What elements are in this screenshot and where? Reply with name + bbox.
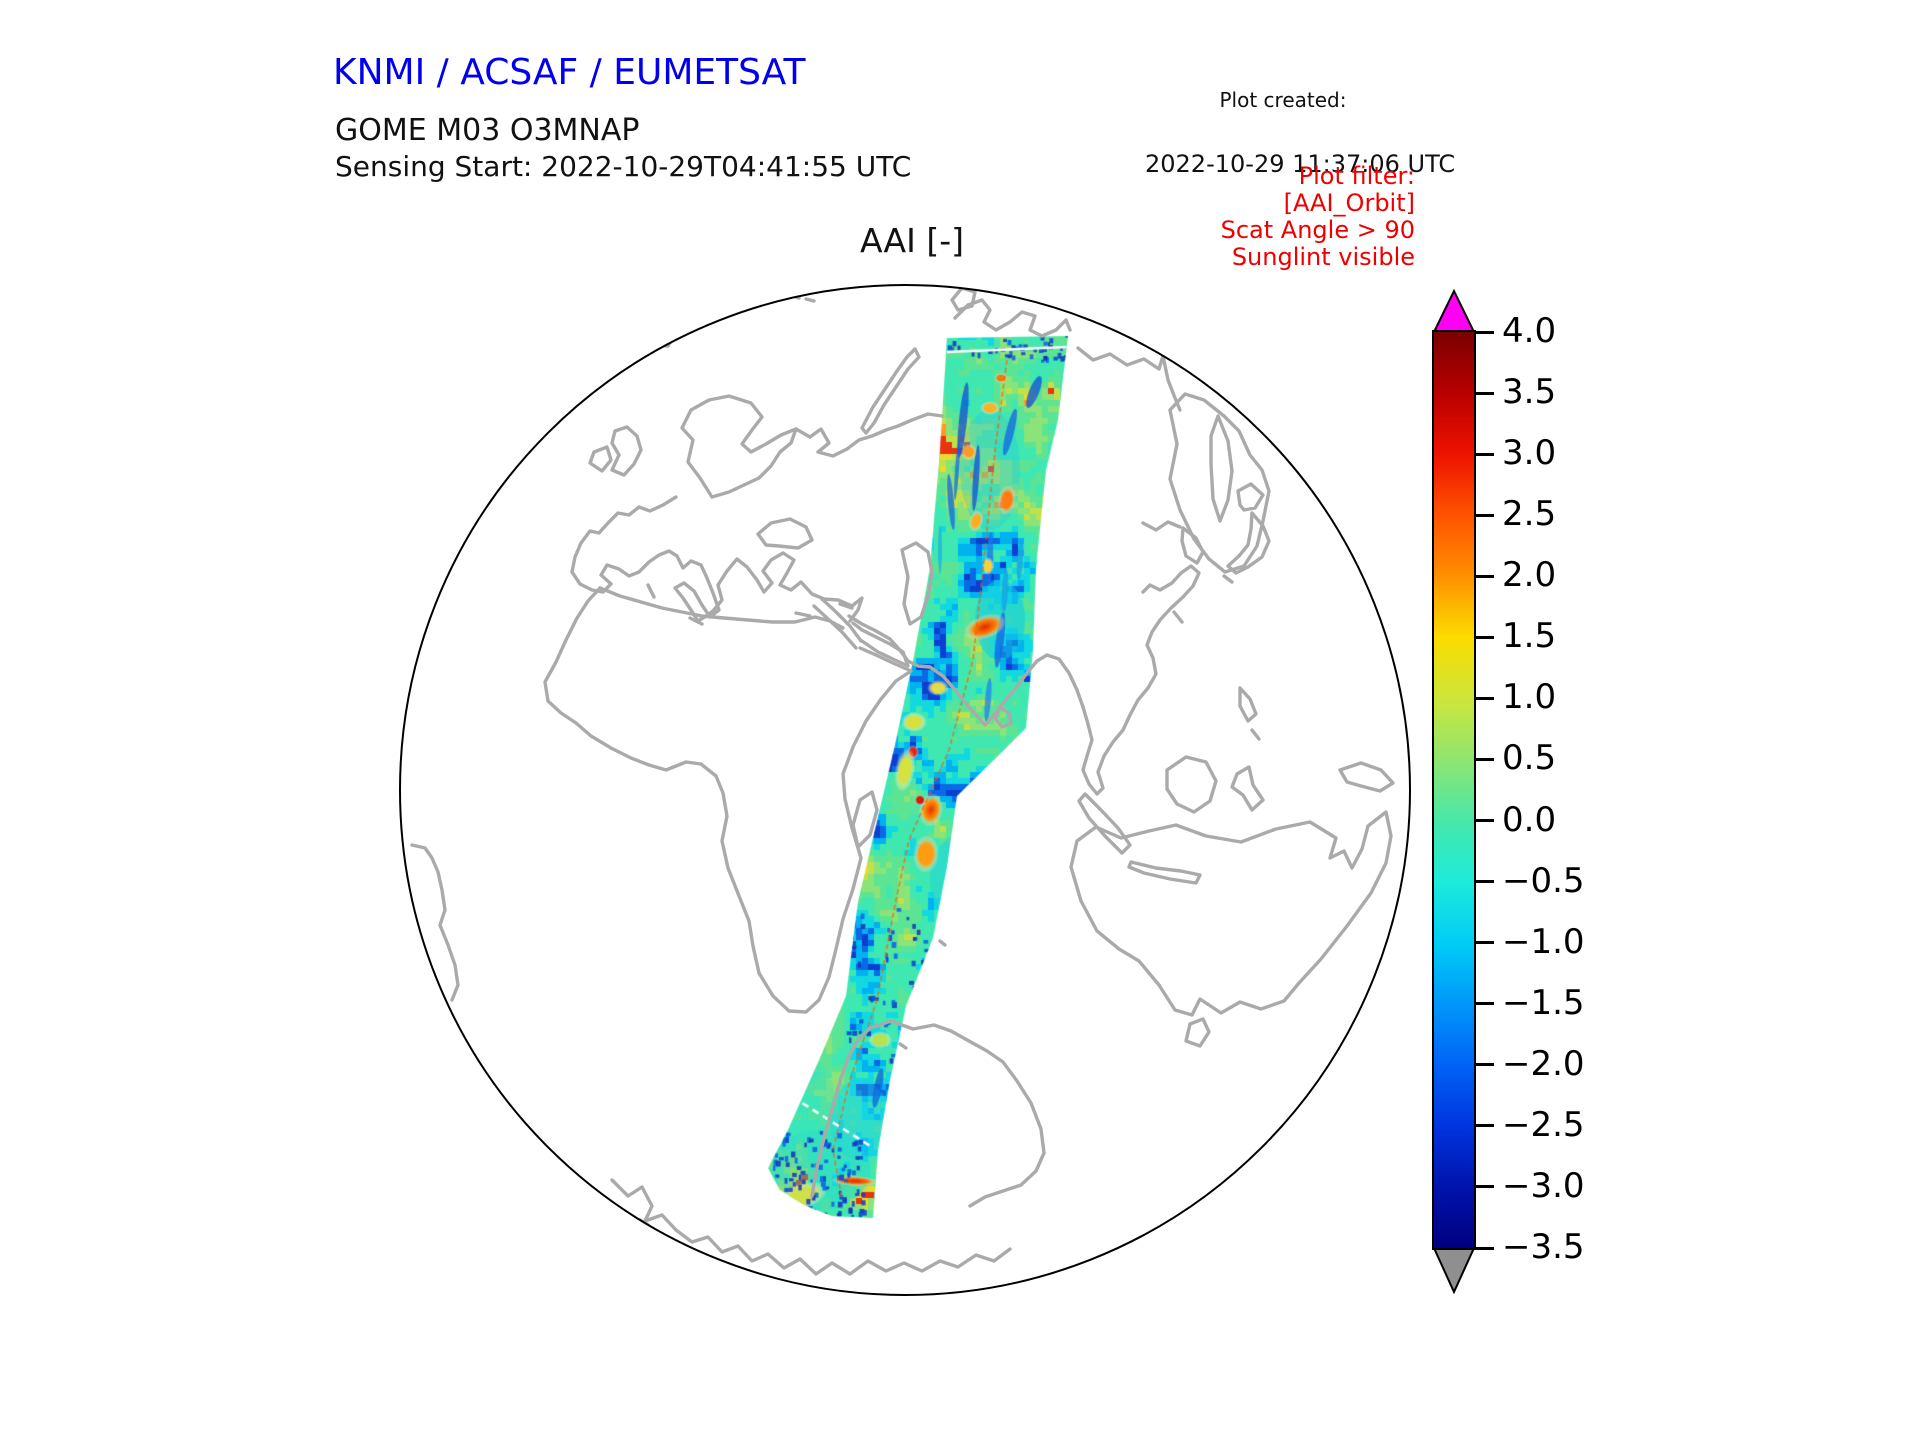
- colorbar-tick-mark: [1474, 1002, 1494, 1006]
- coastline-japan: [1222, 482, 1271, 584]
- colorbar-under-arrow-icon: [1432, 1247, 1476, 1295]
- coastline-taymyr-islands: [953, 298, 1072, 338]
- coastline-sakhalin: [1209, 414, 1234, 523]
- filter-line-2: [AAI_Orbit]: [1283, 189, 1415, 217]
- colorbar-tick-mark: [1474, 819, 1494, 823]
- colorbar-tick-mark: [1474, 391, 1494, 395]
- coastline-novaya-zemlya: [860, 347, 921, 435]
- colorbar-tick-label: 3.5: [1502, 372, 1557, 413]
- coastline-sulawesi: [1230, 765, 1265, 812]
- coastline-java: [1127, 860, 1202, 885]
- colorbar-tick-mark: [1474, 635, 1494, 639]
- colorbar-tick-label: 4.0: [1502, 311, 1557, 352]
- coastline-australia: [1069, 810, 1393, 1017]
- colorbar-tick-label: −3.0: [1502, 1166, 1585, 1207]
- coastline-sri-lanka: [993, 705, 1013, 729]
- coastline-okhotsk: [1161, 354, 1271, 574]
- coastline-n-africa-shore: [598, 586, 845, 630]
- plot-created-label: Plot created:: [1219, 87, 1347, 112]
- colorbar-tick-label: −2.0: [1502, 1043, 1585, 1084]
- colorbar-tick-mark: [1474, 574, 1494, 578]
- coastline-taiwan-philippines: [1172, 610, 1261, 741]
- colorbar-tick-mark: [1474, 1124, 1494, 1128]
- colorbar: [1432, 330, 1476, 1250]
- globe-outline: [399, 284, 1411, 1296]
- colorbar-tick-label: −1.0: [1502, 921, 1585, 962]
- coastline-india: [928, 653, 1085, 727]
- filter-line-3: Scat Angle > 90: [1220, 216, 1415, 244]
- plot-title: AAI [-]: [860, 221, 964, 260]
- plot-created-timestamp: 2022-10-29 11:37:06 UTC: [1145, 149, 1456, 178]
- coastline-madagascar: [851, 790, 879, 849]
- colorbar-tick-label: 1.5: [1502, 616, 1557, 657]
- sensing-start: Sensing Start: 2022-10-29T04:41:55 UTC: [335, 150, 912, 183]
- coastline-arabia: [851, 621, 910, 668]
- coastline-antarctica: [610, 1178, 1012, 1276]
- colorbar-tick-label: 0.5: [1502, 738, 1557, 779]
- colorbar-tick-mark: [1474, 696, 1494, 700]
- coastline-ireland: [588, 445, 613, 473]
- coastline-black-sea: [756, 517, 814, 550]
- colorbar-tick-label: −0.5: [1502, 860, 1585, 901]
- colorbar-tick-label: −1.5: [1502, 982, 1585, 1023]
- coastline-red-sea: [812, 597, 863, 650]
- coastline-korea: [1141, 520, 1205, 565]
- colorbar-tick-label: 3.0: [1502, 433, 1557, 474]
- coastline-new-guinea: [1338, 761, 1395, 793]
- coastline-caspian-sea: [900, 541, 934, 626]
- plot-created-block: Plot created: 2022-10-29 11:37:06 UTC: [1145, 52, 1456, 215]
- coastline-scandinavia: [680, 394, 798, 499]
- coastline-med-islands: [646, 583, 854, 626]
- coastline-arctic-russia: [794, 412, 944, 458]
- colorbar-tick-mark: [1474, 452, 1494, 456]
- coastline-siberia: [1076, 346, 1165, 371]
- colorbar-tick-mark: [1474, 1063, 1494, 1067]
- coastline-indochina: [1081, 564, 1201, 796]
- colorbar-tick-label: −3.5: [1502, 1227, 1585, 1268]
- coastline-europe-mediterranean: [570, 495, 864, 623]
- plot-filter-note: Plot filter: [AAI_Orbit] Scat Angle > 90…: [1221, 163, 1415, 271]
- colorbar-tick-label: 0.0: [1502, 799, 1557, 840]
- colorbar-tick-label: 2.5: [1502, 494, 1557, 535]
- coastline-africa: [543, 586, 913, 1014]
- colorbar-tick-label: 1.0: [1502, 677, 1557, 718]
- coastline-svalbard: [666, 291, 693, 310]
- coastline-iran-pakistan: [847, 614, 932, 669]
- colorbar-tick-mark: [1474, 941, 1494, 945]
- coastline-britain: [610, 425, 643, 477]
- coastline-indian-ocean-islets: [638, 939, 947, 1227]
- org-title: KNMI / ACSAF / EUMETSAT: [333, 52, 806, 93]
- filter-line-1: Plot filter:: [1298, 162, 1415, 190]
- colorbar-tick-mark: [1474, 1246, 1494, 1250]
- colorbar-over-arrow-icon: [1432, 288, 1476, 333]
- coastline-arctic-islets: [699, 286, 977, 312]
- product-name: GOME M03 O3MNAP: [335, 113, 640, 148]
- colorbar-tick-label: 2.0: [1502, 555, 1557, 596]
- colorbar-tick-mark: [1474, 880, 1494, 884]
- colorbar-tick-label: −2.5: [1502, 1105, 1585, 1146]
- coastline-antarctica-lobe: [810, 1019, 1046, 1208]
- colorbar-tick-mark: [1474, 1185, 1494, 1189]
- colorbar-tick-mark: [1474, 757, 1494, 761]
- coastline-tasmania: [1184, 1017, 1211, 1048]
- coastline-south-america: [410, 843, 460, 1002]
- coastline-borneo: [1165, 755, 1218, 814]
- coastlines-group: [410, 286, 1395, 1276]
- coastline-sumatra: [1077, 792, 1132, 855]
- colorbar-tick-mark: [1474, 330, 1494, 334]
- filter-line-4: Sunglint visible: [1231, 243, 1415, 271]
- colorbar-tick-mark: [1474, 513, 1494, 517]
